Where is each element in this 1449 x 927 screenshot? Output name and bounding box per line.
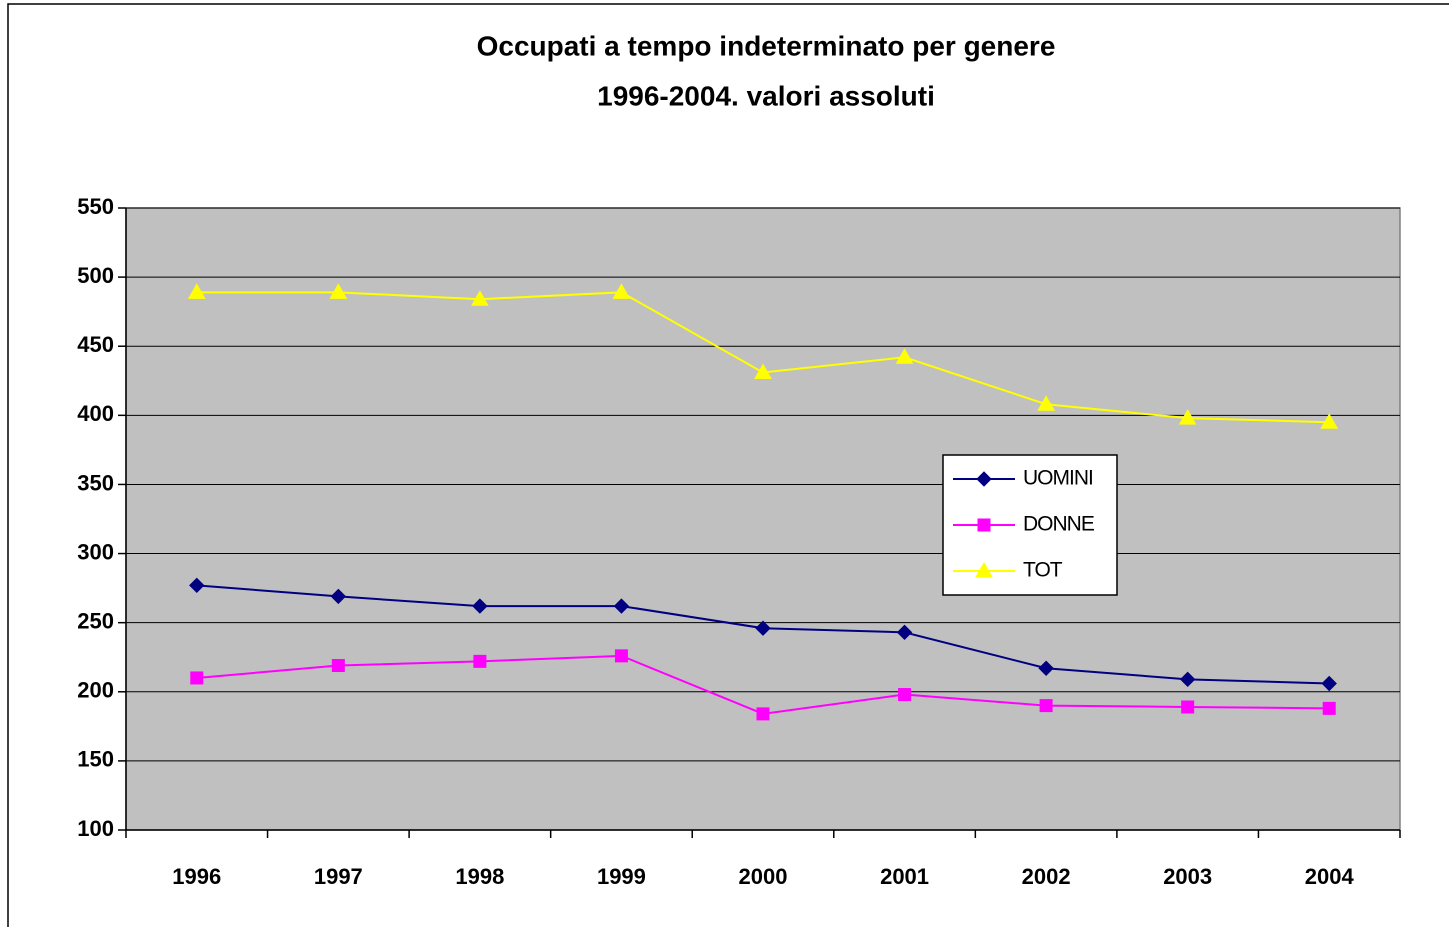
marker — [187, 283, 206, 299]
marker — [755, 620, 771, 636]
marker — [471, 290, 489, 306]
y-tick-label: 350 — [77, 470, 114, 495]
marker — [896, 624, 913, 641]
y-tick-label: 150 — [77, 747, 114, 772]
marker — [1181, 700, 1195, 714]
legend-label: UOMINI — [1023, 467, 1093, 490]
y-tick-label: 500 — [77, 263, 114, 288]
legend-label: TOT — [1023, 559, 1063, 582]
marker — [977, 518, 991, 532]
x-tick-label: 2002 — [1022, 864, 1071, 889]
marker — [1179, 671, 1196, 688]
marker — [330, 588, 347, 605]
y-tick-label: 450 — [77, 332, 114, 357]
marker — [612, 283, 631, 299]
marker — [473, 654, 487, 668]
legend-label: DONNE — [1023, 513, 1095, 536]
marker — [1037, 395, 1055, 411]
marker — [976, 471, 992, 487]
marker — [1039, 699, 1053, 713]
y-tick-label: 100 — [77, 816, 114, 841]
marker — [190, 671, 204, 685]
marker — [472, 598, 488, 614]
y-tick-label: 250 — [77, 608, 114, 633]
x-tick-label: 1997 — [314, 864, 363, 889]
marker — [329, 283, 348, 299]
marker — [1038, 660, 1054, 676]
marker — [331, 659, 345, 673]
x-tick-label: 2001 — [880, 864, 929, 889]
marker — [756, 707, 770, 721]
x-tick-label: 1998 — [455, 864, 504, 889]
marker — [1178, 409, 1197, 425]
marker — [613, 598, 630, 614]
y-tick-label: 300 — [77, 539, 114, 564]
x-tick-label: 2004 — [1305, 864, 1355, 889]
marker — [614, 649, 628, 663]
x-tick-label: 2000 — [739, 864, 788, 889]
chart-subtitle: 1996-2004. valori assoluti — [597, 80, 935, 111]
marker — [189, 577, 205, 594]
y-tick-label: 550 — [77, 194, 114, 219]
marker — [975, 561, 993, 578]
marker — [1322, 701, 1336, 715]
x-tick-label: 2003 — [1163, 864, 1212, 889]
chart-title: Occupati a tempo indeterminato per gener… — [477, 30, 1056, 61]
y-tick-label: 200 — [77, 678, 114, 703]
x-tick-label: 1996 — [172, 864, 221, 889]
x-tick-label: 1999 — [597, 864, 646, 889]
y-tick-label: 400 — [77, 401, 114, 426]
legend: UOMINI DONNE TOT — [942, 454, 1118, 596]
marker — [898, 688, 912, 702]
plot-area — [125, 207, 1401, 831]
marker — [1321, 675, 1337, 692]
marker — [754, 363, 772, 379]
marker — [895, 348, 914, 364]
marker — [1320, 413, 1339, 429]
